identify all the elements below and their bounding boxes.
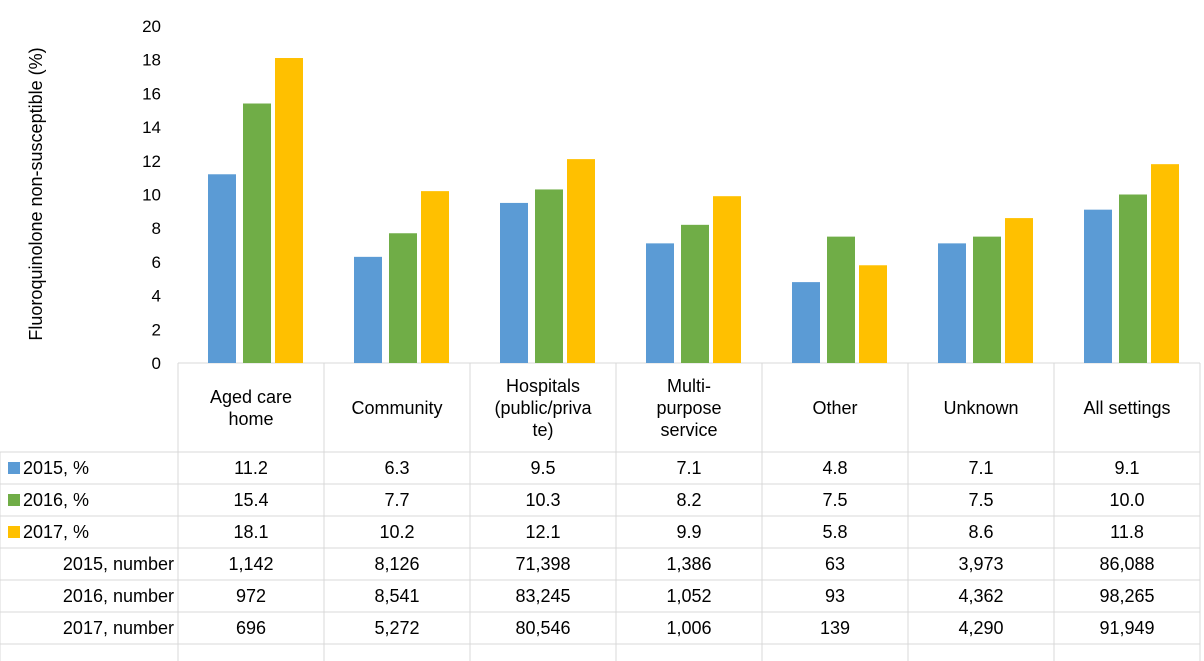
table-cell: 1,052 [666, 586, 711, 606]
bar-2017-0 [275, 58, 303, 363]
table-cell: 12.1 [525, 522, 560, 542]
y-tick-label: 0 [152, 354, 161, 373]
category-label: (public/priva [494, 398, 592, 418]
bar-2015-2 [500, 202, 528, 363]
category-label: Aged care [210, 387, 292, 407]
bar-2016-1 [389, 233, 417, 363]
table-cell: 4,290 [958, 618, 1003, 638]
category-label: Unknown [943, 398, 1018, 418]
table-cell: 9.9 [676, 522, 701, 542]
y-tick-label: 6 [152, 253, 161, 272]
table-cell: 4,362 [958, 586, 1003, 606]
table-cell: 11.2 [234, 458, 268, 478]
y-tick-label: 16 [142, 84, 161, 103]
legend-swatch [8, 462, 20, 474]
category-label: te) [532, 420, 553, 440]
table-cell: 7.1 [968, 458, 993, 478]
table-cell: 1,142 [228, 554, 273, 574]
category-label: Community [351, 398, 442, 418]
table-cell: 18.1 [233, 522, 268, 542]
legend-label: 2017, % [23, 522, 89, 542]
table-cell: 9.5 [530, 458, 555, 478]
table-cell: 8.6 [968, 522, 993, 542]
table-cell: 93 [825, 586, 845, 606]
table-cell: 696 [236, 618, 266, 638]
bar-2017-1 [421, 191, 449, 363]
table-cell: 1,006 [666, 618, 711, 638]
table-cell: 10.3 [525, 490, 560, 510]
bar-2016-5 [973, 236, 1001, 363]
y-tick-label: 8 [152, 219, 161, 238]
table-cell: 5,272 [374, 618, 419, 638]
bar-2015-0 [208, 174, 236, 363]
bar-2016-6 [1119, 194, 1147, 363]
table-cell: 9.1 [1114, 458, 1139, 478]
table-cell: 8,126 [374, 554, 419, 574]
category-label: Multi- [667, 376, 711, 396]
bar-2016-0 [243, 103, 271, 363]
y-axis-label: Fluoroquinolone non-susceptible (%) [26, 47, 46, 340]
category-label: All settings [1083, 398, 1170, 418]
bar-2015-4 [792, 282, 820, 363]
bar-2015-1 [354, 256, 382, 363]
table-cell: 139 [820, 618, 850, 638]
y-tick-label: 4 [152, 287, 161, 306]
table-cell: 7.7 [384, 490, 409, 510]
category-label: home [228, 409, 273, 429]
table-cell: 4.8 [822, 458, 847, 478]
table-row-label: 2016, number [63, 586, 174, 606]
table-cell: 8,541 [374, 586, 419, 606]
bar-2017-6 [1151, 164, 1179, 363]
bar-2017-4 [859, 265, 887, 363]
table-row-label: 2017, number [63, 618, 174, 638]
category-label: Hospitals [506, 376, 580, 396]
legend-label: 2015, % [23, 458, 89, 478]
y-tick-label: 2 [152, 320, 161, 339]
category-label: Other [812, 398, 857, 418]
table-cell: 11.8 [1110, 522, 1144, 542]
table-cell: 71,398 [515, 554, 570, 574]
legend-swatch [8, 526, 20, 538]
y-tick-label: 20 [142, 17, 161, 36]
table-cell: 8.2 [676, 490, 701, 510]
table-cell: 63 [825, 554, 845, 574]
y-tick-label: 18 [142, 51, 161, 70]
y-tick-label: 10 [142, 186, 161, 205]
table-cell: 7.1 [676, 458, 701, 478]
table-cell: 83,245 [515, 586, 570, 606]
bar-2016-4 [827, 236, 855, 363]
bar-2015-5 [938, 243, 966, 363]
category-label: service [660, 420, 717, 440]
y-tick-label: 14 [142, 118, 161, 137]
bar-2016-2 [535, 189, 563, 363]
table-cell: 7.5 [968, 490, 993, 510]
table-row-label: 2015, number [63, 554, 174, 574]
table-cell: 86,088 [1099, 554, 1154, 574]
table-cell: 5.8 [822, 522, 847, 542]
legend-label: 2016, % [23, 490, 89, 510]
y-tick-label: 12 [142, 152, 161, 171]
table-cell: 91,949 [1099, 618, 1154, 638]
table-cell: 15.4 [233, 490, 268, 510]
table-cell: 10.0 [1109, 490, 1144, 510]
bar-2015-6 [1084, 209, 1112, 363]
bar-2016-3 [681, 224, 709, 363]
table-cell: 98,265 [1099, 586, 1154, 606]
bar-2015-3 [646, 243, 674, 363]
bar-2017-5 [1005, 218, 1033, 363]
legend-swatch [8, 494, 20, 506]
table-cell: 3,973 [958, 554, 1003, 574]
bar-2017-3 [713, 196, 741, 363]
table-cell: 6.3 [384, 458, 409, 478]
table-cell: 7.5 [822, 490, 847, 510]
table-cell: 1,386 [666, 554, 711, 574]
bar-2017-2 [567, 159, 595, 363]
category-label: purpose [656, 398, 721, 418]
table-cell: 972 [236, 586, 266, 606]
table-cell: 80,546 [515, 618, 570, 638]
table-cell: 10.2 [379, 522, 414, 542]
